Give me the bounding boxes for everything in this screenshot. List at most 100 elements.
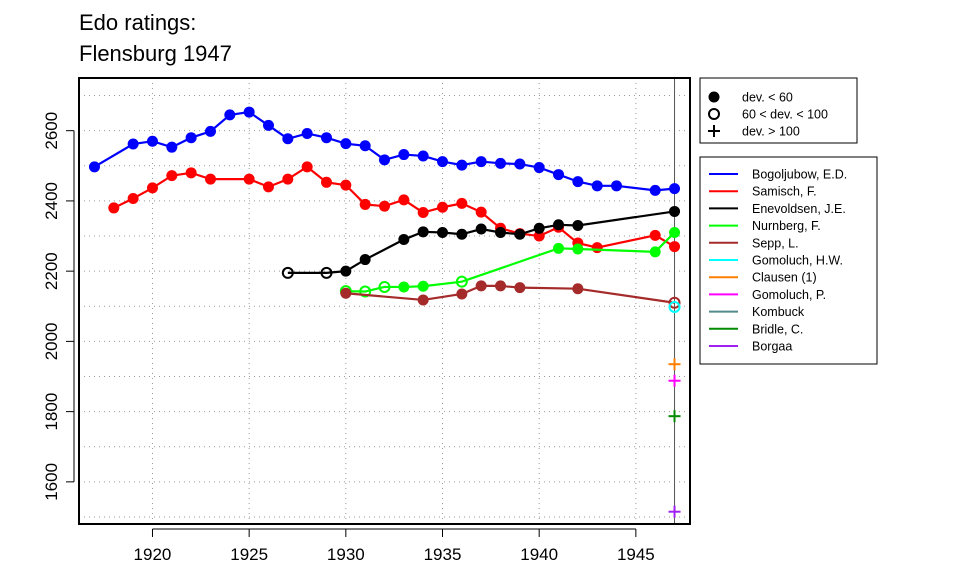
chart-subtitle: Flensburg 1947 [79,41,232,66]
data-point [398,234,410,246]
series-clausen-1 [668,358,681,371]
data-point [572,283,584,295]
data-point [475,156,487,168]
data-point [398,281,410,293]
y-tick-label: 2000 [42,322,61,360]
series-line [113,165,676,249]
data-point [475,206,487,218]
data-point [417,294,429,306]
data-point [146,135,158,147]
series-legend: Bogoljubow, E.D. Samisch, F. Enevoldsen, J… [699,156,878,365]
data-point [649,184,661,196]
y-tick-label: 2200 [42,252,61,290]
x-tick-label: 1925 [230,545,268,564]
data-point [281,266,294,279]
series-line [93,110,675,192]
data-point [456,197,468,209]
data-point [417,226,429,238]
series-line [345,231,676,293]
data-point [359,254,371,266]
data-point [243,173,255,185]
data-point [495,227,507,239]
data-point [553,242,565,254]
series-gomoluch-p [668,374,681,387]
data-point [398,149,410,161]
y-tick-label: 2400 [42,182,61,220]
legend-label: Nurnberg, F. [752,219,821,233]
data-point [514,158,526,170]
x-tick-label: 1935 [424,545,462,564]
data-point [379,200,390,212]
data-point [359,198,371,210]
legend-label: Clausen (1) [752,271,817,285]
legend-marker-open [708,108,720,120]
data-point [572,176,584,188]
legend-label: Borgaa [752,340,792,354]
data-point [553,219,565,231]
data-point [320,176,332,188]
data-point [166,141,178,153]
data-point [340,138,352,150]
data-point [572,219,584,231]
data-point [553,169,565,181]
data-point [378,280,391,293]
legend-label: Gomoluch, H.W. [752,254,843,268]
y-tick-label: 2600 [42,112,61,150]
axes: 1920 1925 1930 1935 1940 1945 1600 1800 2000 2200… [42,112,655,564]
data-point [456,228,468,240]
data-point [301,161,313,173]
data-point [475,223,487,235]
legend-label: Sepp, L. [752,236,799,250]
series-enevoldsen-j-e [281,205,681,279]
legend-label: Samisch, F. [752,185,817,199]
x-tick-label: 1930 [327,545,365,564]
data-point [668,296,681,309]
data-point [262,119,274,131]
data-point [533,222,545,234]
legends: dev. < 60 60 < dev. < 100 dev. > 100 Bogolj… [699,77,878,365]
data-point [668,505,681,518]
data-point [417,150,429,162]
series-line [345,284,675,304]
data-point [668,300,681,313]
marker-legend-label: dev. < 60 [742,91,793,105]
data-point [320,266,333,279]
data-point [533,230,545,242]
data-point [262,181,274,193]
legend-label: Bridle, C. [752,322,803,336]
data-point [668,374,681,387]
data-point [88,161,100,173]
data-point [437,201,449,213]
legend-label: Kombuck [752,305,805,319]
data-point [437,156,449,168]
series-samisch-f [108,161,681,254]
legend-marker-plus [708,125,720,137]
data-point [649,246,661,258]
data-point [437,227,449,239]
data-point [669,241,681,253]
marker-legend: dev. < 60 60 < dev. < 100 dev. > 100 [699,77,858,144]
data-point [340,179,352,191]
legend-label: Bogoljubow, E.D. [752,168,847,182]
x-tick-label: 1920 [134,545,172,564]
series-bridle-c [668,410,681,423]
data-point [533,162,545,174]
data-point [668,410,681,423]
data-point [398,194,410,206]
data-point [495,157,507,169]
data-point [127,192,139,204]
data-point [668,358,681,371]
data-point [166,170,178,182]
data-point [456,159,468,171]
data-point [282,133,294,145]
chart-title: Edo ratings: [79,10,197,35]
legend-marker-filled [708,91,720,103]
data-point [282,173,294,185]
legend-label: Enevoldsen, J.E. [752,202,846,216]
data-point [417,280,429,292]
data-point [417,207,429,219]
data-point [243,106,255,118]
data-point [359,285,372,298]
data-point [591,242,603,254]
